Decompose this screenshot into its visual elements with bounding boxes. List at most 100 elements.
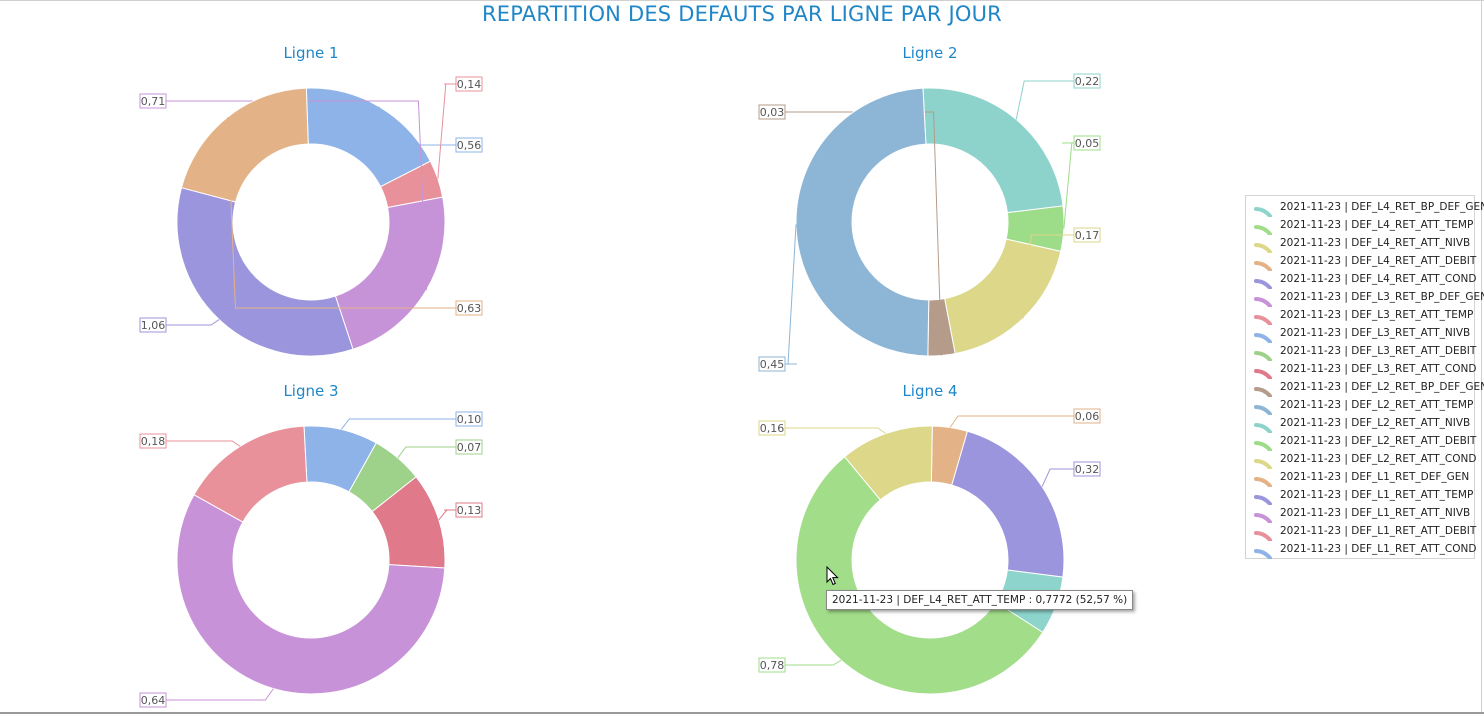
data-label-box xyxy=(139,433,167,449)
data-label: 0,16 xyxy=(760,422,785,435)
data-label: 0,22 xyxy=(1075,75,1100,88)
legend-label: 2021-11-23 | DEF_L3_RET_ATT_TEMP xyxy=(1280,309,1474,321)
data-label-box xyxy=(455,439,483,455)
legend-swatch xyxy=(1254,220,1272,236)
data-label: 0,13 xyxy=(457,504,482,517)
donut-chart: Ligne 1 0,56 0,14 0,71 1,06 0,63 xyxy=(139,44,483,357)
label-connector xyxy=(785,659,842,666)
legend-swatch xyxy=(1254,382,1272,398)
chart-title: Ligne 1 xyxy=(283,44,338,62)
legend-item[interactable]: 2021-11-23 | DEF_L1_RET_ATT_NIVB xyxy=(1246,504,1474,524)
donut-slice[interactable] xyxy=(176,187,354,357)
chart-title: Ligne 3 xyxy=(283,382,338,400)
data-label-box xyxy=(1073,73,1101,89)
legend-item[interactable]: 2021-11-23 | DEF_L1_RET_ATT_DEBIT xyxy=(1246,522,1477,542)
data-label: 0,18 xyxy=(141,435,166,448)
label-connector xyxy=(166,319,220,326)
donut-slice[interactable] xyxy=(180,87,309,203)
legend-item[interactable]: 2021-11-23 | DEF_L4_RET_BP_DEF_GEN xyxy=(1246,198,1484,218)
legend-item[interactable]: 2021-11-23 | DEF_L3_RET_BP_DEF_GEN xyxy=(1246,288,1484,308)
legend-label: 2021-11-23 | DEF_L3_RET_BP_DEF_GEN xyxy=(1280,291,1484,303)
legend-swatch xyxy=(1254,508,1272,524)
legend-item[interactable]: 2021-11-23 | DEF_L4_RET_ATT_COND xyxy=(1246,270,1476,290)
donut-slice[interactable] xyxy=(922,87,1064,214)
legend-item[interactable]: 2021-11-23 | DEF_L2_RET_ATT_COND xyxy=(1246,450,1476,470)
data-label: 0,71 xyxy=(141,95,166,108)
legend-item[interactable]: 2021-11-23 | DEF_L3_RET_ATT_COND xyxy=(1246,360,1477,380)
legend-label: 2021-11-23 | DEF_L3_RET_ATT_COND xyxy=(1280,363,1477,375)
data-label: 0,07 xyxy=(457,441,482,454)
legend-swatch xyxy=(1254,436,1272,452)
legend-item[interactable]: 2021-11-23 | DEF_L1_RET_DEF_GEN xyxy=(1246,468,1474,488)
donut-slice[interactable] xyxy=(176,494,446,695)
chart-title: Ligne 4 xyxy=(902,382,957,400)
data-label: 0,78 xyxy=(760,659,785,672)
label-connector xyxy=(438,509,456,521)
legend-label: 2021-11-23 | DEF_L3_RET_ATT_NIVB xyxy=(1280,327,1471,339)
data-label-box xyxy=(1073,227,1101,243)
data-label-box xyxy=(758,104,786,120)
data-label: 0,63 xyxy=(457,302,482,315)
donut-chart: Ligne 2 0,22 0,05 0,17 0,03 0,45 xyxy=(758,44,1101,372)
label-connector xyxy=(437,83,456,179)
data-label-box xyxy=(139,317,167,333)
legend-item[interactable]: 2021-11-23 | DEF_L2_RET_ATT_TEMP xyxy=(1246,396,1474,416)
legend-label: 2021-11-23 | DEF_L2_RET_ATT_DEBIT xyxy=(1280,435,1477,447)
label-connector xyxy=(1062,142,1074,229)
label-connector xyxy=(1022,234,1074,319)
legend-label: 2021-11-23 | DEF_L4_RET_ATT_TEMP xyxy=(1280,219,1474,231)
data-label-box xyxy=(1073,135,1101,151)
donut-slice[interactable] xyxy=(193,425,308,523)
donut-slice[interactable] xyxy=(843,425,933,501)
data-label: 0,06 xyxy=(1075,410,1100,423)
legend-item[interactable]: 2021-11-23 | DEF_L3_RET_ATT_DEBIT xyxy=(1246,342,1476,362)
data-label-box xyxy=(455,502,483,518)
tooltip: 2021-11-23 | DEF_L4_RET_ATT_TEMP : 0,777… xyxy=(826,590,1134,610)
legend-swatch xyxy=(1254,202,1272,218)
data-label-box xyxy=(758,420,786,436)
legend-label: 2021-11-23 | DEF_L1_RET_ATT_DEBIT xyxy=(1280,525,1477,537)
legend-label: 2021-11-23 | DEF_L2_RET_ATT_NIVB xyxy=(1280,417,1471,429)
data-label-box xyxy=(455,137,483,153)
legend-item[interactable]: 2021-11-23 | DEF_L1_RET_ATT_COND xyxy=(1246,540,1476,560)
frame-bottom-border xyxy=(0,712,1484,714)
legend-item[interactable]: 2021-11-23 | DEF_L4_RET_ATT_NIVB xyxy=(1246,234,1474,254)
data-label: 0,10 xyxy=(457,413,482,426)
legend-swatch xyxy=(1254,490,1272,506)
label-connector xyxy=(1015,80,1074,120)
donut-slice[interactable] xyxy=(951,430,1065,578)
donut-slice[interactable] xyxy=(334,196,446,350)
mouse-cursor-icon xyxy=(826,566,839,586)
label-connector xyxy=(226,117,456,309)
chart-title: Ligne 2 xyxy=(902,44,957,62)
data-label-box xyxy=(758,356,786,372)
donut-slice[interactable] xyxy=(944,238,1062,355)
label-connector xyxy=(166,440,241,447)
data-label: 0,03 xyxy=(760,106,785,119)
legend-swatch xyxy=(1254,364,1272,380)
label-connector xyxy=(785,224,797,365)
legend-label: 2021-11-23 | DEF_L1_RET_ATT_TEMP xyxy=(1280,489,1474,501)
donut-slice[interactable] xyxy=(795,87,930,357)
legend-item[interactable]: 2021-11-23 | DEF_L2_RET_BP_DEF_GEN xyxy=(1246,378,1484,398)
data-label-box xyxy=(455,411,483,427)
legend-label: 2021-11-23 | DEF_L1_RET_DEF_GEN xyxy=(1280,471,1470,483)
legend-item[interactable]: 2021-11-23 | DEF_L1_RET_ATT_TEMP xyxy=(1246,486,1474,506)
legend-swatch xyxy=(1254,256,1272,272)
donut-chart: Ligne 4 0,06 0,32 0,78 0,16 xyxy=(758,382,1101,695)
legend-swatch xyxy=(1254,418,1272,434)
legend-item[interactable]: 2021-11-23 | DEF_L3_RET_ATT_NIVB xyxy=(1246,324,1474,344)
legend-item[interactable]: 2021-11-23 | DEF_L4_RET_ATT_DEBIT xyxy=(1246,252,1476,272)
legend-item[interactable]: 2021-11-23 | DEF_L2_RET_ATT_NIVB xyxy=(1246,414,1474,434)
frame-top-border xyxy=(0,0,1484,1)
frame-right-border xyxy=(1481,0,1482,714)
legend-swatch xyxy=(1254,328,1272,344)
legend-item[interactable]: 2021-11-23 | DEF_L4_RET_ATT_TEMP xyxy=(1246,216,1474,236)
label-connector xyxy=(1041,468,1074,487)
legend-item[interactable]: 2021-11-23 | DEF_L3_RET_ATT_TEMP xyxy=(1246,306,1474,326)
donut-slice[interactable] xyxy=(795,455,1044,695)
legend-swatch xyxy=(1254,310,1272,326)
legend-item[interactable]: 2021-11-23 | DEF_L2_RET_ATT_DEBIT xyxy=(1246,432,1477,452)
legend-label: 2021-11-23 | DEF_L2_RET_ATT_TEMP xyxy=(1280,399,1474,411)
